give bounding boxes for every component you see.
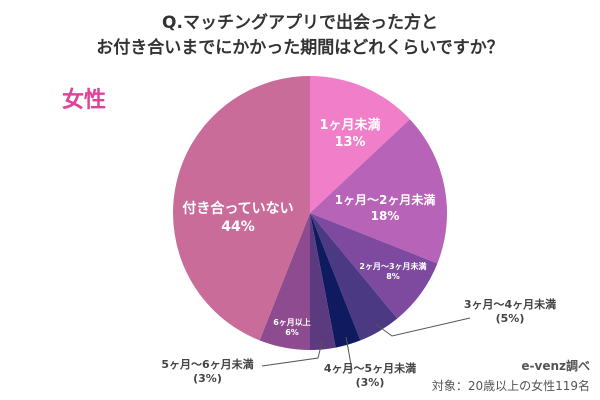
subject-label: 女性 bbox=[62, 88, 107, 113]
slice-label-7: 付き合っていない 44% bbox=[182, 201, 294, 236]
slice-label-2: 2ヶ月〜3ヶ月未満 8% bbox=[359, 262, 427, 282]
pie-slice-1 bbox=[310, 119, 447, 264]
leader-line-5 bbox=[261, 341, 323, 367]
leader-line-4 bbox=[345, 336, 353, 371]
pie-slice-7 bbox=[173, 75, 310, 341]
slice-label-5: 5ヶ月〜6ヶ月未満 (3%) bbox=[161, 358, 254, 386]
leader-line-3 bbox=[375, 317, 471, 337]
pie-slice-3 bbox=[310, 213, 398, 341]
chart-title-line-2: お付き合いまでにかかった期間はどれくらいですか？ bbox=[96, 38, 504, 58]
pie-slice-0 bbox=[310, 76, 410, 213]
source-credit: e-venz調べ bbox=[521, 359, 590, 373]
slice-label-6: 6ヶ月以上 6% bbox=[273, 318, 311, 338]
pie-slice-4 bbox=[310, 213, 361, 348]
slice-label-3: 3ヶ月〜4ヶ月未満 (5%) bbox=[463, 298, 557, 326]
pie-slice-5 bbox=[310, 213, 336, 350]
slice-label-4: 4ヶ月〜5ヶ月未満 (3%) bbox=[323, 362, 417, 390]
pie-slice-2 bbox=[310, 213, 438, 319]
pie-slice-6 bbox=[259, 213, 310, 350]
survey-target: 対象：20歳以上の女性119名 bbox=[431, 379, 590, 393]
chart-title-line-1: Q.マッチングアプリで出会った方と bbox=[162, 13, 438, 33]
slice-label-0: 1ヶ月未満 13% bbox=[319, 118, 381, 150]
slice-label-1: 1ヶ月〜2ヶ月未満 18% bbox=[334, 193, 436, 223]
